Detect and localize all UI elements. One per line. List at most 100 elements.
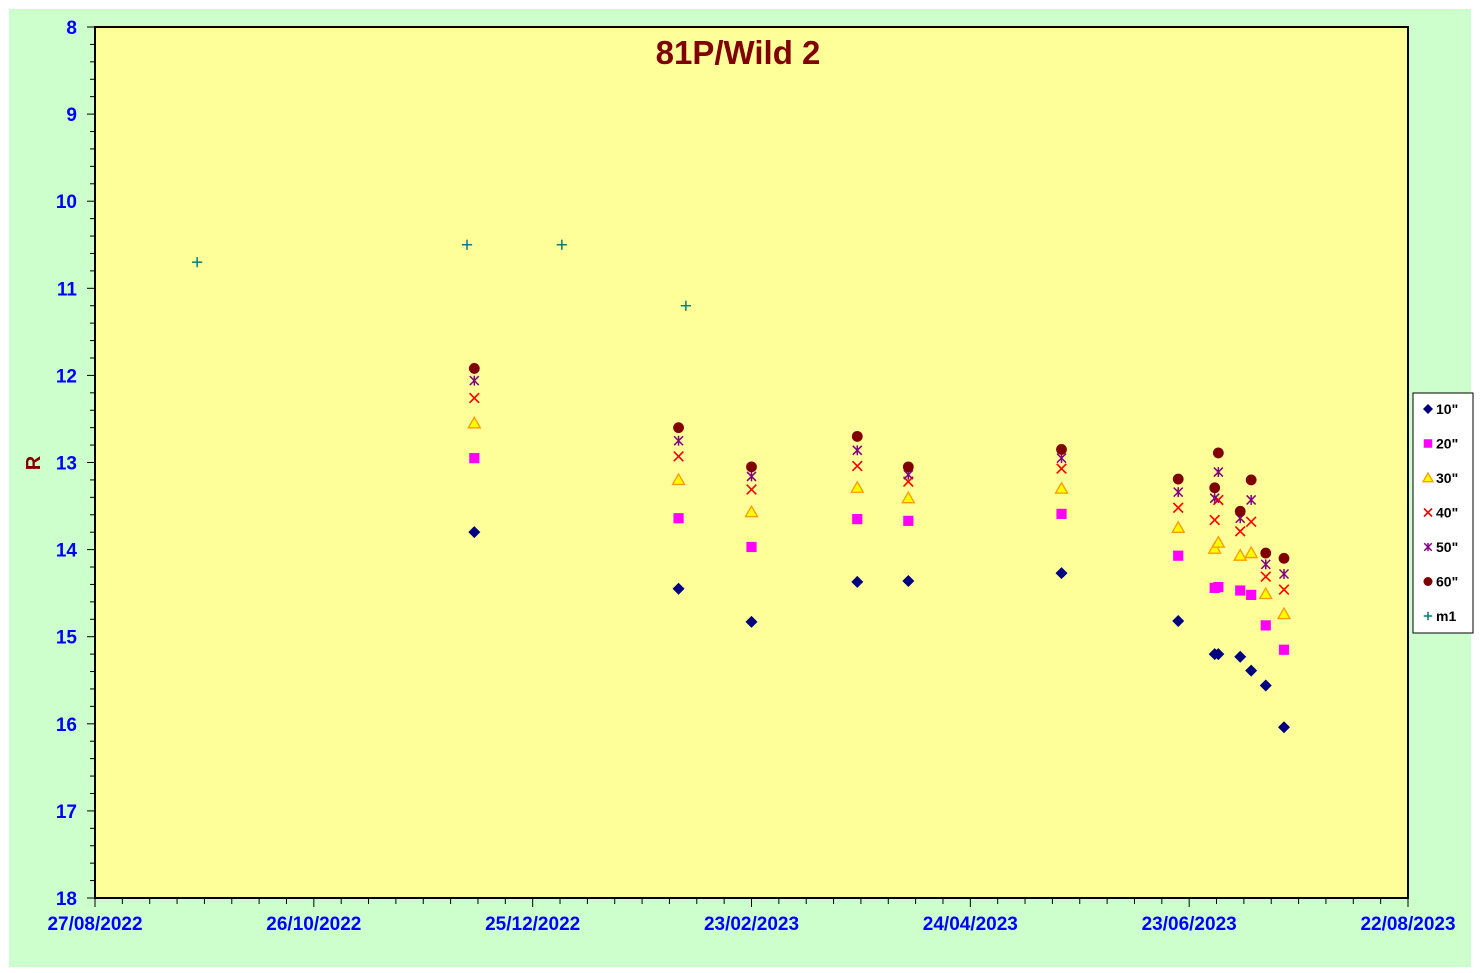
- series-group: [468, 526, 1290, 734]
- legend-marker: [1423, 542, 1433, 552]
- y-tick-label: 11: [57, 279, 78, 300]
- data-point: [1245, 516, 1257, 528]
- data-point: [1209, 493, 1220, 504]
- data-point: [467, 415, 482, 429]
- data-point: [1260, 571, 1272, 582]
- data-point: [468, 392, 480, 404]
- data-point: [1234, 525, 1246, 537]
- legend-label: m1: [1436, 608, 1456, 624]
- data-point: [1212, 447, 1224, 459]
- data-point: [902, 461, 914, 473]
- data-point: [744, 504, 759, 518]
- data-point: [1056, 444, 1067, 455]
- y-tick-label: 18: [56, 889, 77, 910]
- axes: 8 9 10 11 12 13 14 15 16 17 18 27/08/2022 26/10/2022…: [47, 18, 1455, 935]
- data-point: [1278, 584, 1290, 596]
- legend-marker: [1423, 404, 1433, 414]
- data-point-stroke: [468, 392, 480, 404]
- data-point: [1172, 473, 1184, 485]
- data-point: [1278, 568, 1290, 580]
- x-tick-label: 23/02/2023: [704, 914, 799, 935]
- data-point: [1212, 648, 1225, 661]
- data-point: [1278, 644, 1290, 655]
- data-point: [1213, 467, 1224, 478]
- data-point-stroke: [1234, 525, 1246, 537]
- data-point: [1173, 550, 1184, 561]
- data-point: [1234, 505, 1246, 517]
- data-point: [903, 515, 914, 526]
- legend-label: 30": [1436, 470, 1458, 486]
- data-point: [1235, 585, 1246, 596]
- y-axis-label: R: [23, 455, 45, 470]
- data-point: [1234, 650, 1247, 663]
- data-point: [1278, 552, 1290, 564]
- data-point: [1246, 589, 1257, 600]
- data-point: [1055, 567, 1068, 580]
- data-point: [556, 239, 567, 250]
- data-point: [1054, 481, 1069, 494]
- legend-label: 40": [1436, 505, 1458, 521]
- legend-label: 60": [1436, 574, 1458, 590]
- data-point: [461, 239, 473, 250]
- data-point: [1209, 482, 1221, 494]
- data-point-stroke: [1278, 584, 1290, 596]
- legend-label: 50": [1436, 539, 1458, 555]
- legend-marker: [1423, 577, 1433, 586]
- data-point: [1056, 508, 1067, 519]
- x-tick-label: 25/12/2022: [485, 914, 580, 935]
- data-point-stroke: [1172, 502, 1184, 514]
- data-point: [1172, 502, 1184, 514]
- data-point: [1173, 487, 1184, 498]
- data-point: [1260, 620, 1271, 631]
- legend-label: 20": [1436, 436, 1458, 452]
- data-point: [673, 451, 684, 462]
- data-point: [671, 472, 686, 486]
- data-point: [1244, 545, 1259, 559]
- data-point: [851, 430, 863, 442]
- data-point-stroke: [851, 460, 863, 472]
- data-point: [1207, 541, 1222, 554]
- data-point: [1056, 463, 1067, 474]
- data-point: [680, 300, 691, 311]
- y-tick-label: 14: [56, 541, 78, 562]
- data-point: [746, 471, 757, 482]
- data-point: [673, 435, 684, 446]
- data-point: [1172, 615, 1185, 628]
- data-point: [1171, 520, 1186, 533]
- data-point: [468, 363, 480, 374]
- legend-label: 10": [1436, 401, 1458, 417]
- data-point: [850, 480, 865, 493]
- legend-marker: [1423, 439, 1433, 448]
- legend: 10" 20" 30" 40" 50" 60" m1: [1412, 392, 1474, 634]
- y-tick-label: 8: [66, 18, 77, 39]
- x-tick-label: 22/08/2023: [1360, 914, 1455, 935]
- data-point: [1258, 586, 1273, 600]
- data-point: [1056, 453, 1067, 464]
- data-point: [1276, 606, 1292, 620]
- y-tick-label: 13: [56, 454, 77, 475]
- series-group: [468, 392, 1290, 596]
- data-point-stroke: [673, 451, 684, 462]
- data-point: [1277, 721, 1290, 734]
- data-point: [468, 526, 481, 539]
- data-point: [852, 514, 863, 525]
- data-point: [745, 615, 758, 628]
- data-point: [851, 575, 864, 588]
- data-point: [746, 541, 757, 553]
- data-point: [1245, 474, 1257, 486]
- data-point: [1209, 514, 1221, 526]
- data-point: [672, 582, 685, 595]
- data-point: [673, 422, 684, 434]
- data-point: [1245, 664, 1258, 677]
- y-tick-label: 17: [56, 802, 77, 823]
- data-point: [1213, 581, 1224, 593]
- data-point: [902, 574, 915, 587]
- data-point: [1211, 535, 1226, 548]
- data-point: [469, 375, 480, 386]
- legend-box: [1412, 392, 1474, 634]
- data-point: [469, 453, 480, 464]
- data-marks: [192, 239, 1292, 734]
- y-tick-label: 15: [56, 628, 78, 649]
- x-tick-label: 24/04/2023: [923, 914, 1018, 935]
